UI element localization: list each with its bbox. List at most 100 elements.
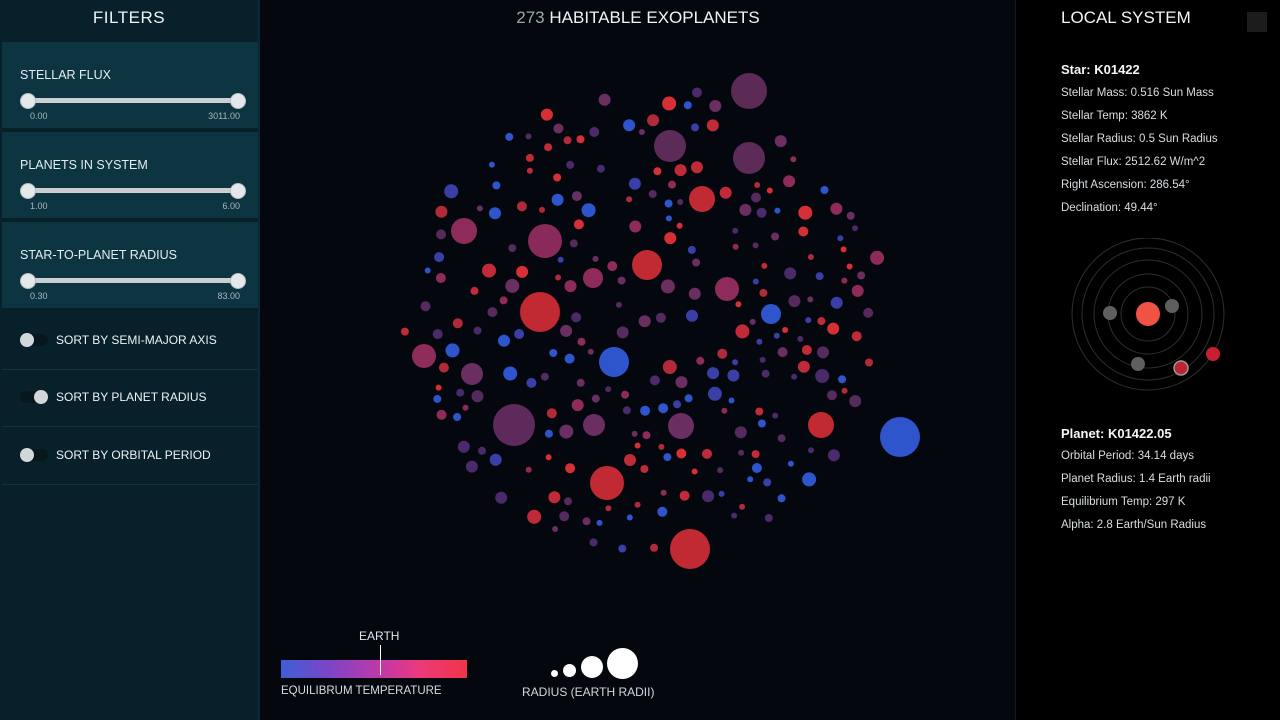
- exoplanet-bubble[interactable]: [634, 501, 641, 508]
- exoplanet-bubble[interactable]: [587, 348, 594, 355]
- exoplanet-bubble[interactable]: [629, 220, 642, 233]
- exoplanet-bubble[interactable]: [424, 267, 431, 274]
- exoplanet-bubble[interactable]: [692, 87, 702, 98]
- exoplanet-bubble[interactable]: [640, 405, 651, 416]
- exoplanet-bubble[interactable]: [788, 295, 801, 308]
- exoplanet-bubble[interactable]: [846, 263, 853, 270]
- exoplanet-bubble[interactable]: [735, 324, 750, 339]
- exoplanet-bubble[interactable]: [754, 182, 761, 188]
- exoplanet-bubble[interactable]: [756, 207, 767, 218]
- exoplanet-bubble[interactable]: [674, 164, 687, 177]
- exoplanet-bubble[interactable]: [452, 318, 463, 329]
- exoplanet-bubble[interactable]: [492, 181, 501, 190]
- exoplanet-bubble[interactable]: [665, 215, 672, 222]
- exoplanet-bubble[interactable]: [735, 301, 742, 308]
- sort-semi-major-axis-toggle[interactable]: [20, 333, 48, 347]
- exoplanet-bubble[interactable]: [435, 205, 448, 218]
- exoplanet-bubble[interactable]: [798, 205, 813, 220]
- exoplanet-bubble[interactable]: [436, 229, 447, 240]
- exoplanet-bubble[interactable]: [851, 331, 862, 342]
- exoplanet-bubble[interactable]: [787, 460, 794, 467]
- exoplanet-bubble[interactable]: [508, 244, 517, 253]
- exoplanet-bubble[interactable]: [653, 167, 662, 176]
- exoplanet-bubble[interactable]: [571, 312, 582, 323]
- exoplanet-bubble[interactable]: [759, 288, 768, 297]
- exoplanet-bubble[interactable]: [596, 164, 605, 173]
- exoplanet-bubble[interactable]: [707, 367, 720, 380]
- exoplanet-bubble[interactable]: [573, 219, 584, 230]
- large-exoplanet-bubble[interactable]: [689, 186, 715, 212]
- exoplanet-bubble[interactable]: [616, 326, 629, 339]
- exoplanet-bubble[interactable]: [841, 387, 848, 394]
- exoplanet-bubble[interactable]: [660, 489, 667, 496]
- exoplanet-bubble[interactable]: [544, 429, 553, 438]
- exoplanet-bubble[interactable]: [649, 375, 660, 386]
- exoplanet-bubble[interactable]: [582, 517, 591, 526]
- exoplanet-bubble[interactable]: [553, 123, 564, 134]
- exoplanet-bubble[interactable]: [797, 360, 810, 373]
- exoplanet-bubble[interactable]: [815, 369, 830, 383]
- exoplanet-bubble[interactable]: [617, 276, 626, 285]
- exoplanet-bubble[interactable]: [540, 372, 549, 381]
- exoplanet-bubble[interactable]: [596, 519, 603, 526]
- exoplanet-bubble[interactable]: [815, 272, 824, 281]
- orbiting-planet[interactable]: [1131, 357, 1145, 371]
- exoplanet-bubble[interactable]: [576, 378, 585, 387]
- exoplanet-bubble[interactable]: [557, 256, 564, 263]
- exoplanet-bubble[interactable]: [677, 199, 684, 205]
- exoplanet-bubble[interactable]: [820, 186, 829, 194]
- large-exoplanet-bubble[interactable]: [761, 304, 781, 324]
- exoplanet-bubble[interactable]: [777, 347, 788, 358]
- exoplanet-bubble[interactable]: [774, 207, 781, 214]
- exoplanet-bubble[interactable]: [719, 186, 732, 199]
- exoplanet-bubble[interactable]: [761, 369, 770, 378]
- exoplanet-bubble[interactable]: [727, 369, 740, 382]
- exoplanet-bubble[interactable]: [488, 161, 495, 168]
- exoplanet-bubble[interactable]: [851, 284, 864, 297]
- exoplanet-bubble[interactable]: [434, 252, 445, 263]
- exoplanet-bubble[interactable]: [435, 273, 446, 283]
- exoplanet-bubble[interactable]: [487, 307, 498, 318]
- exoplanet-bubble[interactable]: [638, 129, 645, 135]
- exoplanet-bubble[interactable]: [791, 373, 798, 380]
- star-to-planet-radius-max-handle[interactable]: [230, 273, 246, 289]
- exoplanet-bubble[interactable]: [470, 286, 479, 295]
- exoplanet-bubble[interactable]: [808, 447, 814, 454]
- planets-in-system-slider[interactable]: [26, 188, 240, 193]
- exoplanet-bubble[interactable]: [647, 114, 660, 127]
- exoplanet-bubble[interactable]: [846, 211, 855, 220]
- exoplanet-bubble[interactable]: [482, 263, 496, 278]
- exoplanet-bubble[interactable]: [664, 199, 673, 208]
- exoplanet-bubble[interactable]: [605, 505, 612, 512]
- large-exoplanet-bubble[interactable]: [461, 363, 483, 385]
- exoplanet-bubble[interactable]: [565, 463, 576, 474]
- exoplanet-bubble[interactable]: [717, 467, 724, 474]
- exoplanet-bubble[interactable]: [731, 512, 738, 519]
- large-exoplanet-bubble[interactable]: [412, 344, 436, 368]
- large-exoplanet-bubble[interactable]: [654, 130, 686, 162]
- exoplanet-bubble[interactable]: [732, 227, 739, 234]
- exoplanet-bubble[interactable]: [679, 490, 690, 501]
- exoplanet-bubble[interactable]: [849, 395, 862, 408]
- exoplanet-bubble[interactable]: [801, 345, 812, 355]
- large-exoplanet-bubble[interactable]: [528, 224, 562, 258]
- exoplanet-bubble[interactable]: [433, 394, 442, 403]
- exoplanet-bubble[interactable]: [545, 454, 552, 461]
- exoplanet-bubble[interactable]: [782, 327, 789, 333]
- exoplanet-bubble[interactable]: [756, 338, 763, 345]
- large-exoplanet-bubble[interactable]: [520, 292, 560, 332]
- large-exoplanet-bubble[interactable]: [451, 218, 477, 244]
- exoplanet-bubble[interactable]: [559, 424, 574, 439]
- exoplanet-bubble[interactable]: [757, 419, 766, 428]
- exoplanet-bubble[interactable]: [706, 119, 719, 132]
- exoplanet-bubble[interactable]: [662, 96, 677, 111]
- exoplanet-bubble[interactable]: [457, 440, 470, 453]
- exoplanet-bubble[interactable]: [628, 177, 641, 190]
- exoplanet-bubble[interactable]: [696, 356, 705, 365]
- exoplanet-bubble[interactable]: [623, 119, 636, 132]
- exoplanet-bubble[interactable]: [688, 287, 701, 300]
- sort-orbital-period-toggle[interactable]: [20, 448, 48, 462]
- exoplanet-bubble[interactable]: [857, 271, 866, 280]
- exoplanet-bubble[interactable]: [498, 334, 510, 347]
- exoplanet-bubble[interactable]: [495, 491, 508, 504]
